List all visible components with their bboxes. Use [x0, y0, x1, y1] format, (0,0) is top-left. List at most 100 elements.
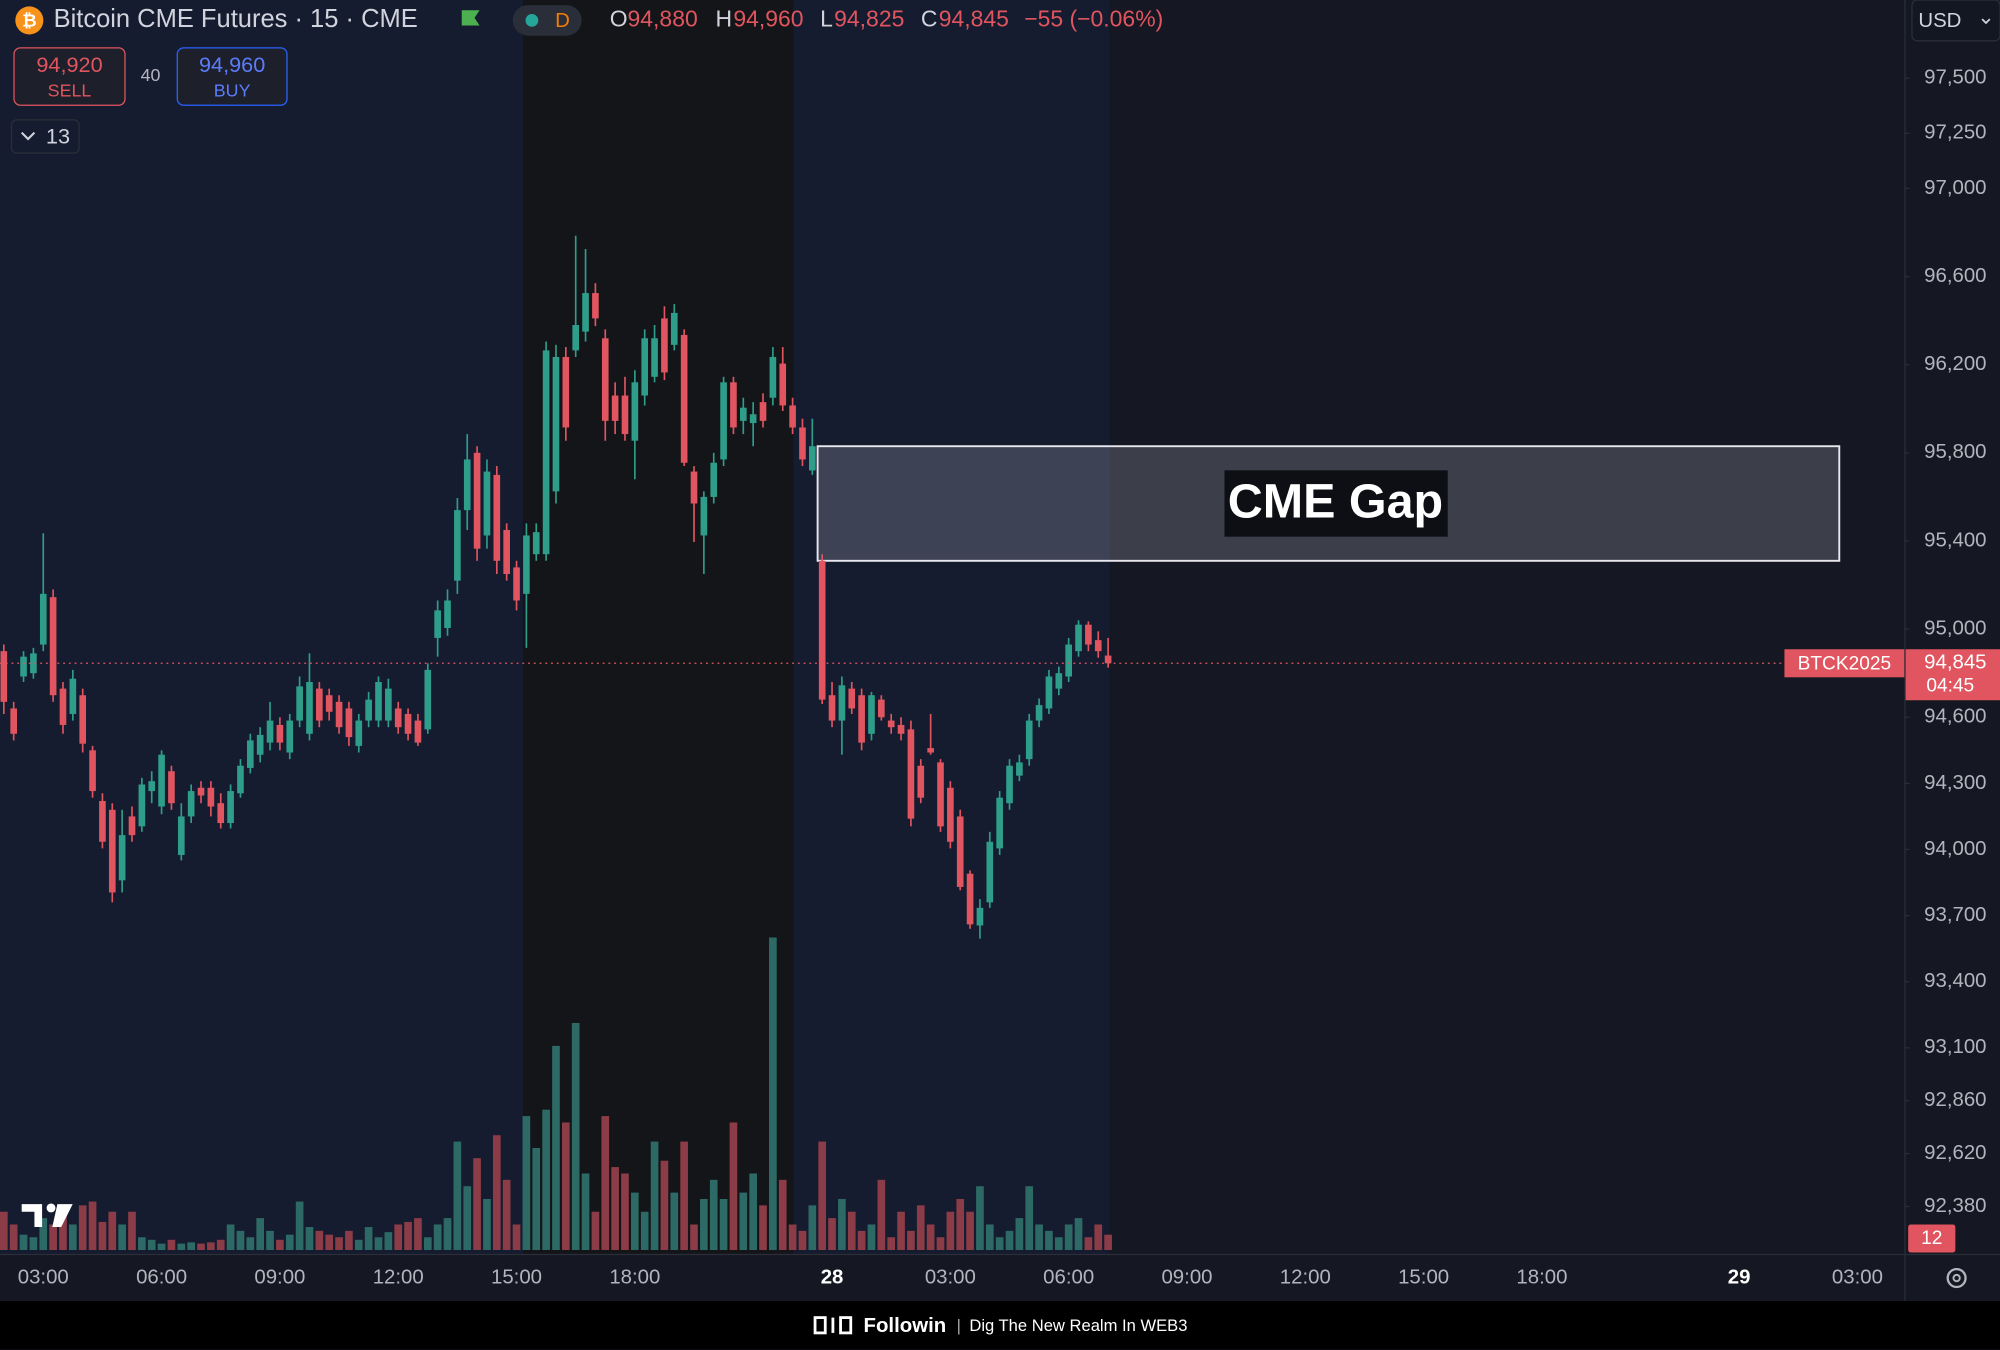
candle-body	[197, 787, 205, 796]
candle-body	[503, 529, 510, 575]
buy-button[interactable]	[176, 47, 288, 106]
candle-body	[286, 720, 294, 753]
candle-body	[917, 765, 925, 798]
tradingview-logo	[21, 1203, 73, 1228]
coin-icon-glyph: ₿	[22, 10, 37, 30]
volume-bar	[29, 1237, 38, 1250]
volume-bar	[690, 1224, 698, 1250]
volume-bar	[788, 1224, 797, 1250]
candle-body	[118, 835, 126, 881]
flag-icon	[461, 10, 480, 26]
y-tick-label: 97,250	[1924, 122, 1986, 144]
volume-bar	[640, 1211, 649, 1250]
candle-body	[799, 427, 806, 460]
candle-body	[661, 318, 668, 373]
volume-bar	[828, 1218, 836, 1250]
volume-bar	[266, 1230, 274, 1250]
candle-body	[956, 816, 964, 887]
candle-body	[720, 382, 727, 460]
candle-body	[306, 682, 313, 734]
candle-body	[631, 382, 639, 441]
volume-bar	[552, 1045, 560, 1250]
y-tick-label: 95,000	[1924, 618, 1986, 640]
volume-bar	[887, 1237, 896, 1250]
candle-body	[473, 452, 481, 549]
volume-bar	[374, 1237, 383, 1250]
volume-bar	[167, 1239, 176, 1250]
volume-bar	[39, 1218, 48, 1250]
price-tag	[1905, 649, 2000, 701]
candle-body	[335, 701, 343, 728]
sell-label: SELL	[48, 81, 92, 101]
volume-bar	[157, 1243, 166, 1250]
candle-body	[59, 688, 67, 725]
settings-icon[interactable]	[1946, 1267, 1967, 1289]
candle-body	[444, 600, 451, 629]
y-tick-label: 93,400	[1924, 970, 1986, 992]
volume-bar	[571, 1022, 580, 1250]
y-tick-label: 94,600	[1924, 706, 1986, 728]
candle-body	[601, 338, 609, 421]
candle-body	[1085, 624, 1092, 645]
candle-body	[0, 651, 8, 702]
volume-bar	[1054, 1237, 1063, 1250]
volume-bar	[69, 1224, 77, 1250]
candle-body	[996, 797, 1003, 849]
indicators-toggle[interactable]	[10, 119, 80, 154]
status-dot	[525, 14, 539, 27]
volume-bar	[433, 1224, 442, 1250]
volume-bar	[995, 1237, 1004, 1250]
volume-bar	[364, 1227, 373, 1250]
candle-body	[868, 695, 875, 734]
candle-body	[858, 695, 865, 743]
volume-bar	[1045, 1230, 1053, 1250]
volume-bar	[946, 1211, 955, 1250]
candle-body	[217, 803, 225, 824]
candle-body	[1075, 624, 1082, 652]
volume-bar	[976, 1186, 984, 1250]
x-tick-label: 09:00	[1161, 1266, 1212, 1288]
candle-body	[463, 459, 471, 511]
sell-button[interactable]	[13, 47, 126, 106]
candle-body	[818, 560, 826, 700]
volume-bar	[335, 1237, 343, 1250]
volume-bar	[108, 1211, 117, 1250]
volume-bar	[798, 1230, 807, 1250]
candle-body	[848, 688, 856, 709]
candle-body	[947, 787, 954, 842]
x-tick-label: 12:00	[1280, 1266, 1331, 1288]
candle-body	[927, 748, 934, 753]
candle-body	[1094, 640, 1102, 652]
volume-bar	[197, 1243, 205, 1250]
candle-body	[1045, 676, 1053, 709]
currency: USD	[1918, 10, 1961, 32]
footer-brand: Followin	[864, 1315, 947, 1337]
volume-bar	[985, 1224, 994, 1250]
volume-bar	[847, 1211, 856, 1250]
candle-body	[168, 771, 175, 804]
candle-body	[20, 656, 27, 677]
volume-bar	[9, 1224, 18, 1250]
footer	[0, 1301, 2000, 1350]
candle-body	[394, 708, 402, 728]
volume-bar	[562, 1122, 570, 1250]
candle-body	[828, 695, 836, 721]
candle-body	[108, 809, 116, 893]
y-tick-label: 92,620	[1924, 1142, 1986, 1164]
candle-body	[611, 395, 619, 421]
volume-bar	[483, 1198, 491, 1250]
candle-body	[582, 293, 589, 332]
volume-bar	[295, 1201, 304, 1250]
volume-bar	[532, 1147, 541, 1250]
volume-bar	[700, 1198, 708, 1250]
plot: CME Gap	[0, 235, 1905, 1250]
ohlc-key: O	[610, 5, 628, 31]
y-tick-label: 93,100	[1924, 1036, 1986, 1058]
volume-bar	[1074, 1218, 1083, 1250]
symbol-tag	[1784, 649, 1905, 678]
candle-body	[523, 535, 530, 594]
footer-separator: |	[957, 1316, 961, 1335]
volume-bar	[98, 1221, 107, 1250]
candle-body	[325, 695, 333, 712]
volume-bar	[1015, 1218, 1024, 1250]
